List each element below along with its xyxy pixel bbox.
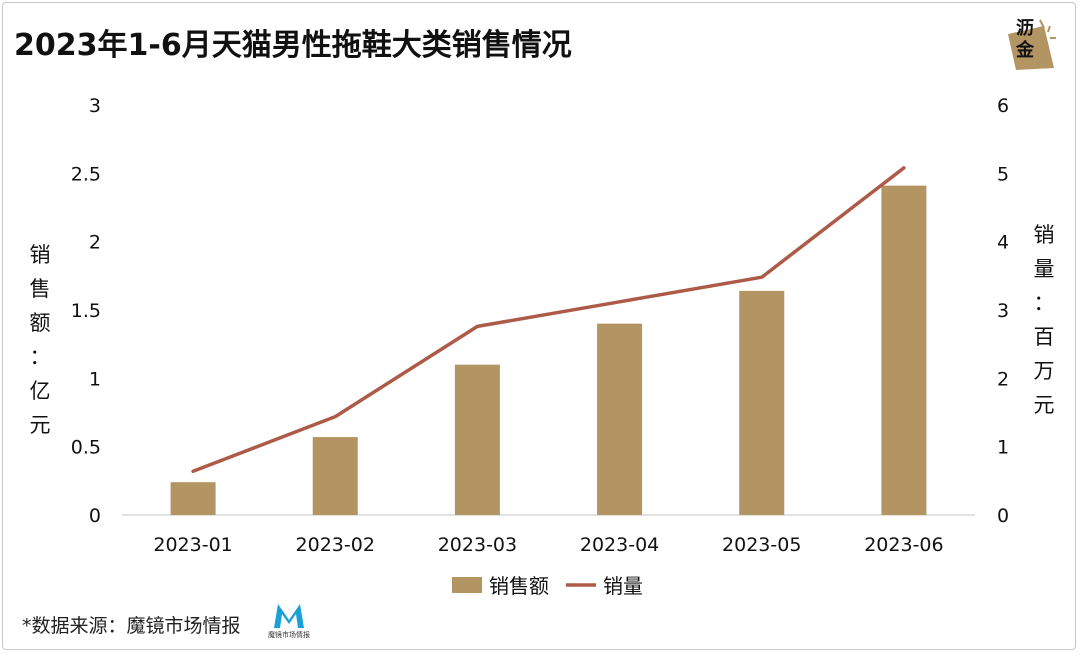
left-tick-label: 3 [89, 95, 101, 117]
right-tick-label: 1 [997, 437, 1009, 459]
x-tick-label: 2023-06 [864, 534, 943, 556]
right-tick-label: 6 [997, 95, 1009, 117]
right-axis-label-char: 万 [1033, 359, 1055, 383]
bar-series [170, 185, 927, 515]
left-tick-label: 2 [89, 232, 101, 254]
bar-2023-06 [881, 185, 927, 515]
bar-2023-01 [170, 482, 216, 515]
brand-logo-icon [1008, 19, 1056, 70]
right-tick-label: 3 [997, 300, 1009, 322]
right-tick-label: 2 [997, 368, 1009, 390]
left-axis-label-char: ： [29, 345, 51, 369]
right-axis-label-char: 百 [1033, 325, 1055, 349]
brand-text-line2: 金 [1016, 40, 1034, 61]
x-tick-label: 2023-03 [438, 534, 517, 556]
left-axis-label-char: 销 [29, 243, 51, 267]
left-tick-label: 1.5 [71, 300, 101, 322]
legend: 销售额 销量 [452, 574, 643, 598]
right-tick-label: 5 [997, 163, 1009, 185]
bar-2023-04 [597, 323, 643, 515]
x-tick-label: 2023-01 [153, 534, 232, 556]
right-axis-label-char: 销 [1033, 223, 1055, 247]
x-tick-label: 2023-04 [580, 534, 659, 556]
right-axis-label-char: 元 [1033, 393, 1055, 417]
source-logo-icon: 魔镜市场情报 [268, 604, 310, 639]
bar-2023-03 [454, 364, 500, 515]
left-axis-label-char: 元 [29, 413, 51, 437]
left-tick-label: 2.5 [71, 163, 101, 185]
right-axis-label-char: ： [1033, 291, 1055, 315]
legend-bar-swatch [452, 577, 482, 593]
chart-title: 2023年1-6月天猫男性拖鞋大类销售情况 [14, 28, 572, 63]
brand-text-line1: 沥 [1016, 18, 1034, 39]
left-axis-ticks: 0 0.5 1 1.5 2 2.5 3 [71, 95, 101, 527]
legend-line-label: 销量 [603, 574, 643, 598]
x-tick-label: 2023-05 [722, 534, 801, 556]
legend-bar-label: 销售额 [489, 574, 549, 598]
source-note: *数据来源：魔镜市场情报 [22, 615, 241, 637]
bar-2023-05 [739, 290, 785, 515]
right-tick-label: 0 [997, 505, 1009, 527]
source-logo-text: 魔镜市场情报 [268, 630, 310, 639]
left-tick-label: 0.5 [71, 437, 101, 459]
right-axis-ticks: 0 1 2 3 4 5 6 [997, 95, 1009, 527]
left-tick-label: 1 [89, 368, 101, 390]
left-axis-label-char: 亿 [29, 379, 51, 403]
right-axis-label-char: 量 [1033, 257, 1055, 281]
left-axis-label: 销 售 额 ： 亿 元 [28, 238, 52, 442]
left-axis-label-char: 额 [29, 311, 51, 335]
left-tick-label: 0 [89, 505, 101, 527]
sales-volume-line [191, 166, 906, 474]
right-axis-label: 销 量 ： 百 万 元 [1032, 218, 1056, 422]
right-tick-label: 4 [997, 232, 1009, 254]
line-series [191, 166, 906, 474]
brand-logo-text: 沥 金 [1010, 18, 1040, 62]
bar-2023-02 [312, 437, 358, 515]
x-tick-label: 2023-02 [296, 534, 375, 556]
left-axis-label-char: 售 [29, 277, 51, 301]
x-axis-ticks: 2023-01 2023-02 2023-03 2023-04 2023-05 2023-… [153, 534, 943, 556]
